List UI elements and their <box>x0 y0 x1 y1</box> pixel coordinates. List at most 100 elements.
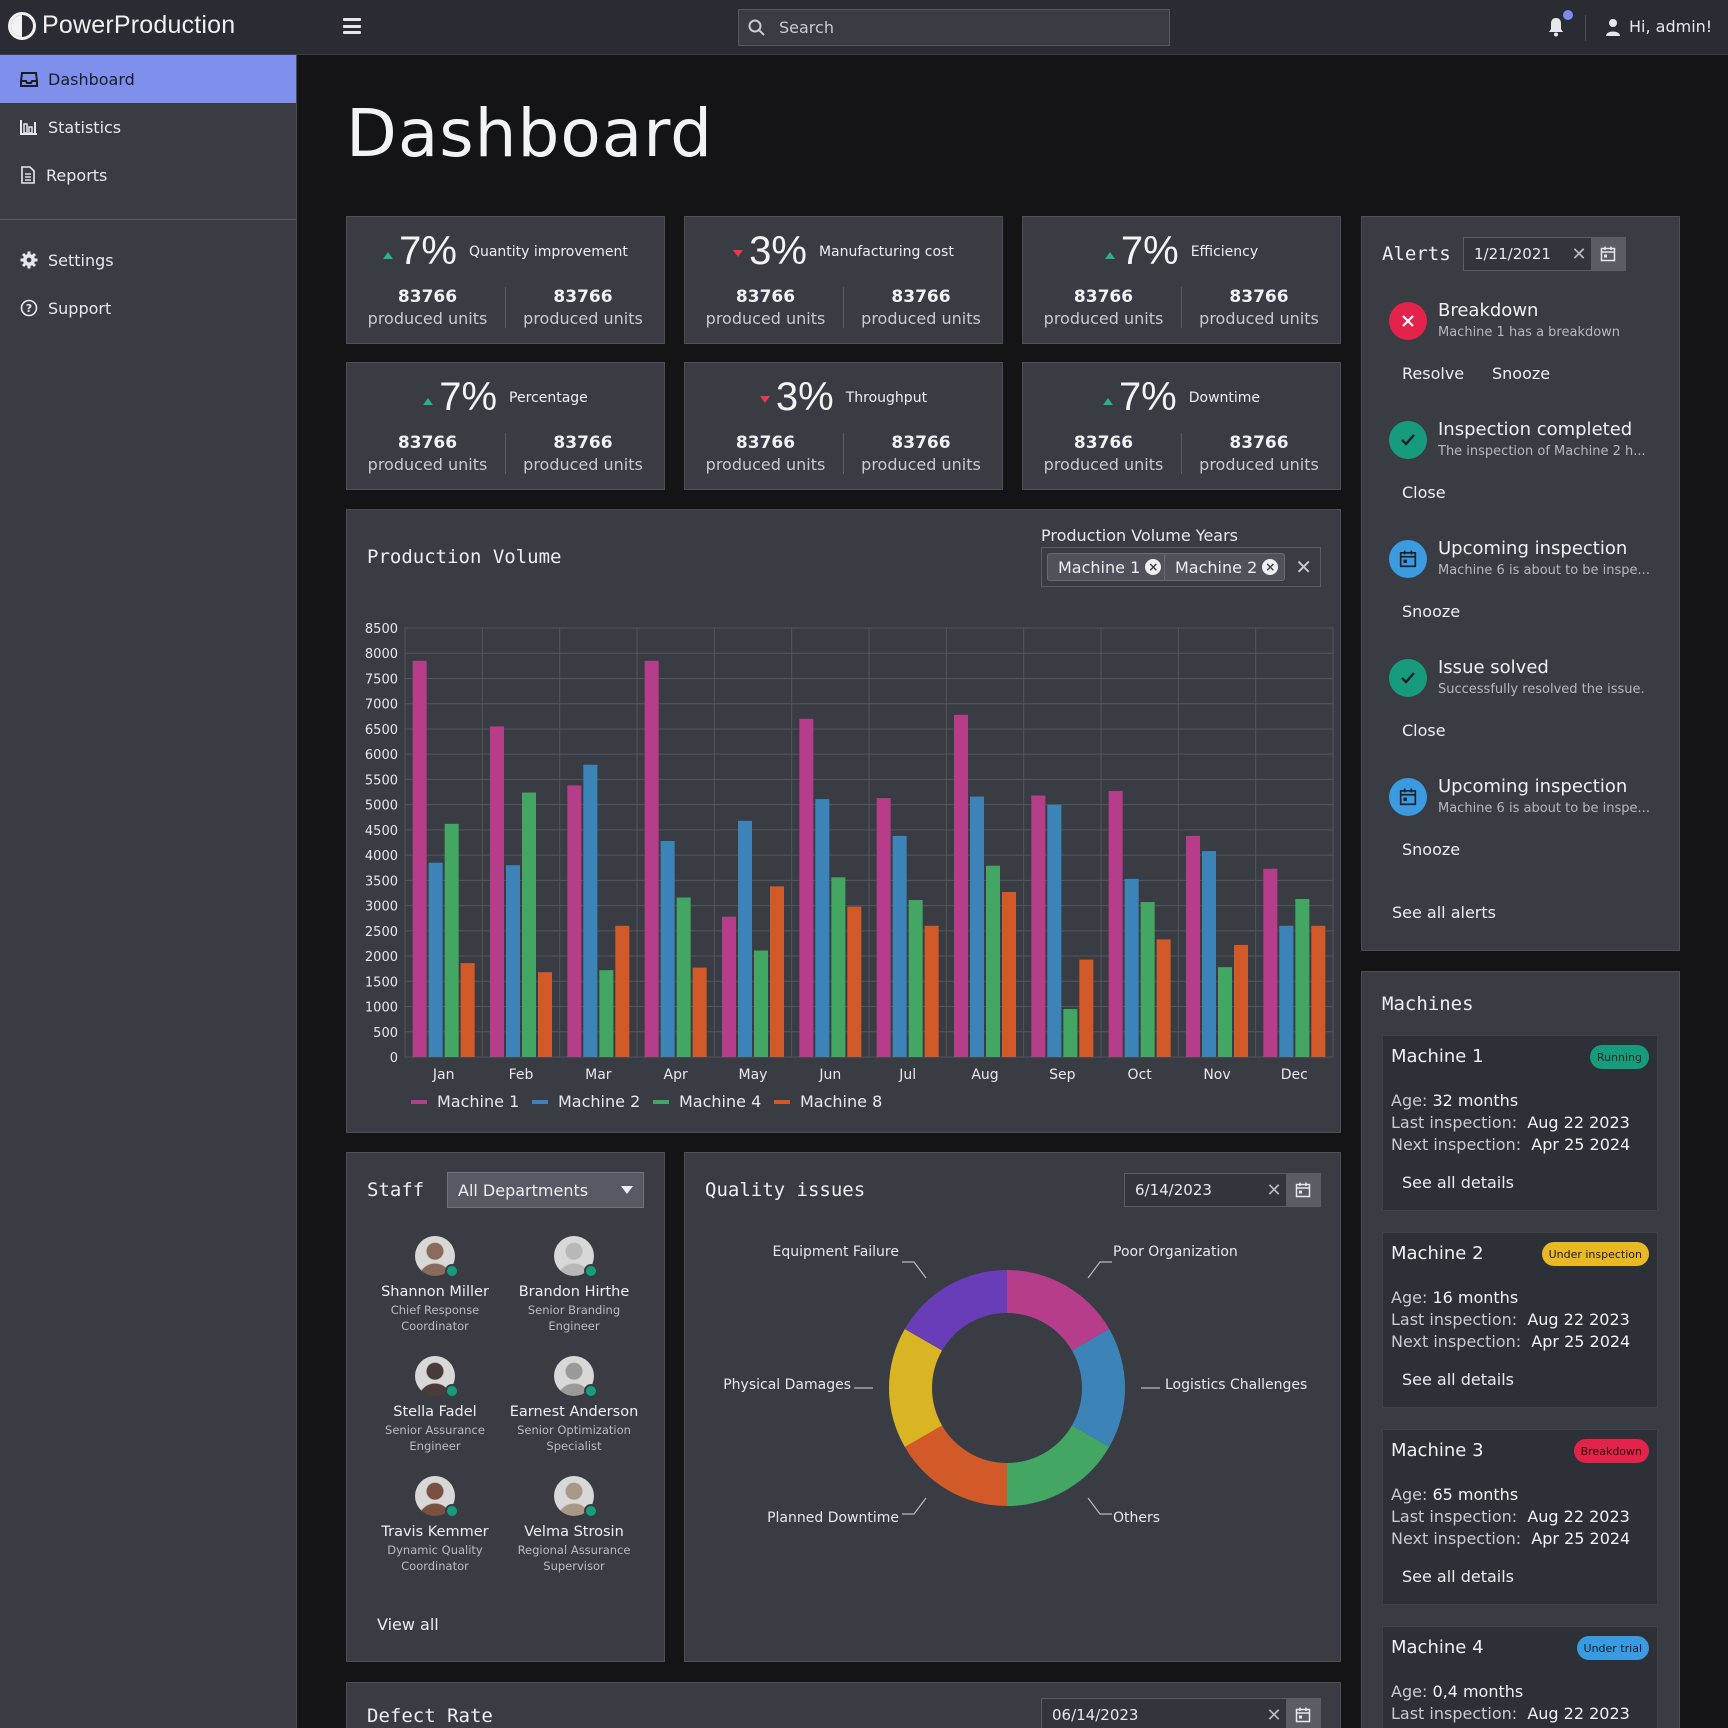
staff-member[interactable]: Brandon Hirthe Senior Branding Engineer <box>504 1236 644 1334</box>
calendar-icon[interactable] <box>1286 1699 1320 1728</box>
kpi-unit: produced units <box>523 309 643 328</box>
bar <box>1234 944 1248 1057</box>
kpi-percent: 7% <box>439 375 498 419</box>
leader-line <box>1087 1497 1112 1515</box>
page-title: Dashboard <box>346 95 714 172</box>
see-all-alerts-link[interactable]: See all alerts <box>1392 903 1496 922</box>
production-filter-label: Production Volume Years <box>1041 526 1239 545</box>
poor-organization-label: Poor Organization <box>1113 1244 1238 1260</box>
kpi-number: 83766 <box>553 433 613 453</box>
see-all-details-link[interactable]: See all details <box>1402 1370 1515 1389</box>
y-tick-label: 1500 <box>365 975 398 990</box>
online-status-icon <box>584 1264 598 1278</box>
search-box[interactable] <box>738 9 1170 46</box>
y-tick-label: 2500 <box>365 925 398 940</box>
user-menu[interactable]: Hi, admin! <box>1605 17 1712 36</box>
sidebar-item-reports[interactable]: Reports <box>0 151 296 199</box>
close-button[interactable]: Close <box>1402 721 1446 740</box>
machine-age-row: Age: 16 months <box>1391 1288 1518 1307</box>
y-tick-label: 5500 <box>365 773 398 788</box>
kpi-percent: 7% <box>399 229 457 273</box>
machines-title: Machines <box>1382 993 1474 1015</box>
equipment-failure-label: Equipment Failure <box>772 1244 899 1260</box>
view-all-staff-link[interactable]: View all <box>377 1615 439 1634</box>
bar <box>815 799 830 1057</box>
defect-date-input[interactable]: 06/14/2023 ✕ <box>1041 1698 1321 1728</box>
chip-machine-1[interactable]: Machine 1 × <box>1047 553 1169 581</box>
logo[interactable]: PowerProduction <box>8 11 235 40</box>
app-name: PowerProduction <box>42 11 236 39</box>
snooze-button[interactable]: Snooze <box>1492 364 1551 383</box>
bar <box>924 925 939 1057</box>
y-tick-label: 3500 <box>365 874 398 889</box>
avatar <box>415 1476 459 1518</box>
quality-date-input[interactable]: 6/14/2023 ✕ <box>1124 1173 1321 1207</box>
sidebar-item-dashboard[interactable]: Dashboard <box>0 55 296 103</box>
bar <box>876 798 891 1057</box>
staff-member[interactable]: Shannon Miller Chief Response Coordinator <box>365 1236 505 1334</box>
kpi-card: 3% Manufacturing cost 83766 produced units 8… <box>684 216 1003 344</box>
menu-icon[interactable] <box>343 18 361 34</box>
staff-member[interactable]: Velma Strosin Regional Assurance Supervis… <box>504 1476 644 1574</box>
bell-icon[interactable] <box>1548 17 1564 37</box>
sidebar-item-label: Statistics <box>48 117 122 137</box>
clear-date-icon[interactable]: ✕ <box>1266 1704 1282 1726</box>
calendar-icon[interactable] <box>1591 238 1625 270</box>
kpi-number: 83766 <box>1073 287 1134 307</box>
kpi-value-column: 83766 produced units <box>689 433 844 474</box>
bar <box>847 906 862 1057</box>
machine-filter[interactable]: Machine 1 × Machine 2 × ✕ <box>1041 547 1321 587</box>
snooze-button[interactable]: Snooze <box>1402 602 1461 621</box>
see-all-details-link[interactable]: See all details <box>1402 1567 1515 1586</box>
bar <box>1186 835 1200 1057</box>
calendar-icon[interactable] <box>1286 1174 1320 1206</box>
snooze-button[interactable]: Snooze <box>1402 840 1461 859</box>
bar <box>970 796 984 1057</box>
kpi-number: 83766 <box>1073 433 1134 453</box>
online-status-icon <box>584 1384 598 1398</box>
bar <box>954 714 968 1057</box>
bar <box>1031 795 1046 1057</box>
staff-name: Travis Kemmer <box>381 1524 489 1540</box>
kpi-number: 83766 <box>735 433 796 453</box>
donut-segment <box>1007 1270 1110 1351</box>
bar <box>722 916 736 1057</box>
kpi-unit: produced units <box>1199 455 1319 474</box>
status-badge: Breakdown <box>1573 1439 1649 1463</box>
bar <box>1002 891 1016 1057</box>
sidebar-item-statistics[interactable]: Statistics <box>0 103 296 151</box>
kpi-percent: 3% <box>775 375 834 419</box>
alerts-date-input[interactable]: 1/21/2021 ✕ <box>1463 237 1626 271</box>
x-tick-label: Jun <box>818 1067 841 1083</box>
kpi-label: Percentage <box>509 389 588 406</box>
sidebar-item-support[interactable]: ? Support <box>0 284 296 332</box>
kpi-header: 3% Throughput <box>685 375 1002 420</box>
production-bar-chart: 0 500 1000 1500 2000 2500 3000 3500 4000 4500 5000… <box>365 622 1334 1111</box>
see-all-details-link[interactable]: See all details <box>1402 1173 1515 1192</box>
clear-filter-icon[interactable]: ✕ <box>1295 555 1312 579</box>
bar <box>428 862 443 1057</box>
staff-member[interactable]: Travis Kemmer Dynamic Quality Coordinator <box>365 1476 505 1574</box>
machine-name: Machine 1 <box>1391 1046 1484 1067</box>
row-value: Aug 22 2023 <box>1527 1113 1630 1132</box>
remove-chip-icon[interactable]: × <box>1145 559 1162 575</box>
staff-member[interactable]: Earnest Anderson Senior Optimization Spec… <box>504 1356 644 1454</box>
status-badge: Under inspection <box>1541 1242 1649 1266</box>
row-label: Last inspection: <box>1391 1507 1518 1526</box>
bar <box>660 840 675 1057</box>
row-value: Apr 25 2024 <box>1531 1332 1631 1351</box>
department-select[interactable]: All Departments <box>447 1172 644 1208</box>
row-value: Apr 25 2024 <box>1531 1135 1631 1154</box>
chip-machine-2[interactable]: Machine 2 × <box>1164 553 1286 581</box>
clear-date-icon[interactable]: ✕ <box>1266 1179 1282 1201</box>
bar <box>583 764 598 1057</box>
close-button[interactable]: Close <box>1402 483 1446 502</box>
avatar <box>415 1236 459 1278</box>
clear-date-icon[interactable]: ✕ <box>1571 243 1587 265</box>
staff-member[interactable]: Stella Fadel Senior Assurance Engineer <box>365 1356 505 1454</box>
remove-chip-icon[interactable]: × <box>1262 559 1279 575</box>
production-volume-title: Production Volume <box>367 546 562 568</box>
search-input[interactable] <box>779 18 1139 37</box>
sidebar-item-settings[interactable]: Settings <box>0 236 296 284</box>
resolve-button[interactable]: Resolve <box>1402 364 1465 383</box>
